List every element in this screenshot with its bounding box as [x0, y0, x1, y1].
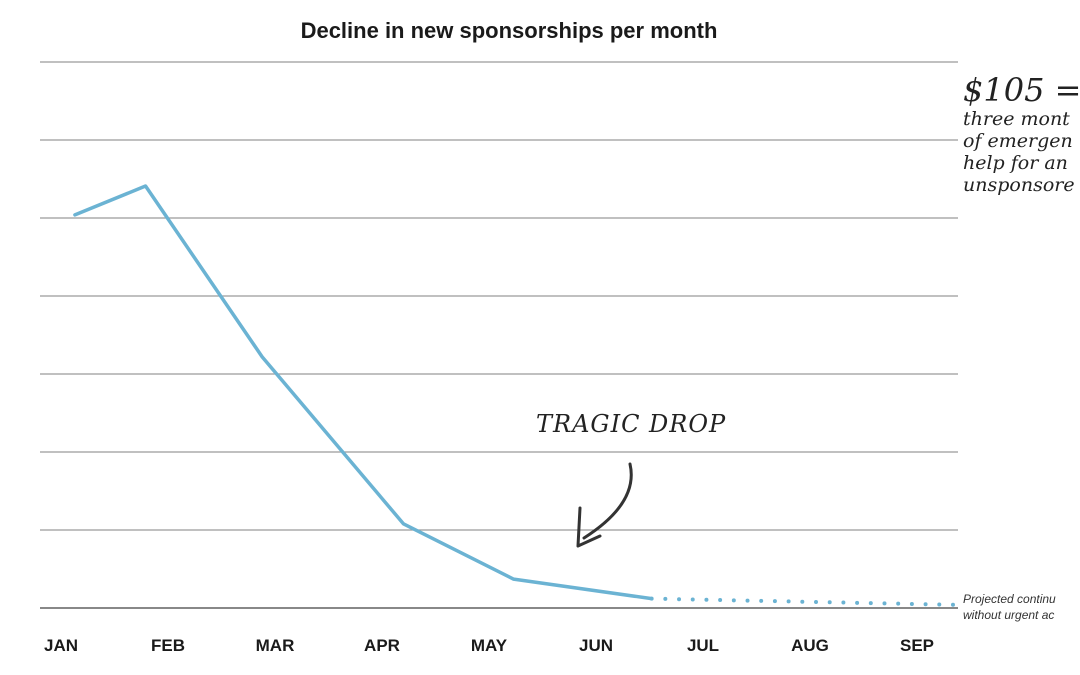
projection-line: without urgent ac — [963, 608, 1055, 622]
x-tick-label: FEB — [151, 636, 185, 655]
arrow-head-icon — [576, 506, 602, 548]
callout-line: help for an — [963, 152, 1068, 174]
callout-line: three mont — [963, 108, 1070, 130]
tragic-drop-annotation: TRAGIC DROP — [536, 410, 727, 438]
arrow-icon — [582, 462, 633, 540]
callout-line: unsponsore — [963, 174, 1075, 196]
cost-callout: $105 = three mont of emergen help for an… — [963, 72, 1080, 196]
x-tick-label: MAY — [470, 636, 508, 655]
projection-note: Projected continu without urgent ac — [963, 591, 1056, 623]
x-tick-label: MAR — [255, 636, 295, 655]
x-tick-label: JUL — [686, 636, 720, 655]
callout-amount: $105 = — [963, 71, 1080, 109]
callout-line: of emergen — [963, 130, 1073, 152]
x-tick-label: JUN — [578, 636, 614, 655]
projection-line: Projected continu — [963, 592, 1056, 606]
x-tick-label: AUG — [791, 636, 829, 655]
series-actual-line — [73, 184, 654, 601]
x-tick-label: APR — [364, 636, 400, 655]
series-projected-line — [649, 596, 960, 607]
x-tick-label: SEP — [899, 636, 935, 655]
chart-title: Decline in new sponsorships per month — [300, 18, 718, 43]
x-tick-label: JAN — [43, 636, 79, 655]
